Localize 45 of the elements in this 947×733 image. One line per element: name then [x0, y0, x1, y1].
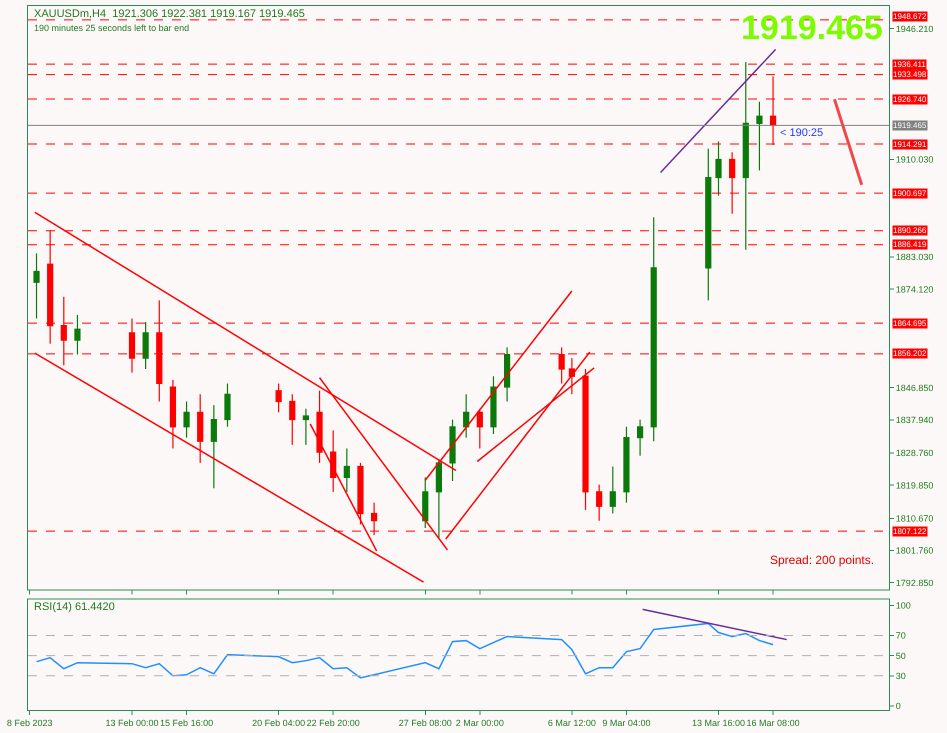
ref-line-label: 1919.465	[893, 121, 927, 130]
ref-line-label: 1900.697	[893, 189, 927, 198]
x-tick-label: 13 Feb 00:00	[105, 718, 159, 728]
y-tick-label: 30	[896, 670, 906, 681]
x-tick-label: 13 Mar 16:00	[692, 718, 746, 728]
y-tick-label: 0	[896, 701, 901, 712]
ref-line-label: 1933.498	[893, 70, 927, 79]
y-tick-label: 1828.760	[896, 448, 934, 458]
y-tick-label: 1810.670	[896, 513, 934, 524]
annotation: < 190:25	[780, 127, 824, 139]
y-tick-label: 1819.850	[896, 480, 934, 490]
y-tick-label: 100	[896, 600, 911, 611]
x-tick-label: 20 Feb 04:00	[252, 718, 306, 728]
y-tick-label: 1946.210	[896, 24, 934, 34]
text: 190 minutes 25 seconds left to bar end	[34, 23, 190, 33]
ref-line-label: 1936.411	[893, 60, 926, 69]
y-tick-label: 1837.940	[896, 414, 934, 425]
x-tick-label: 9 Mar 04:00	[602, 718, 650, 728]
y-tick-label: 1910.030	[896, 154, 934, 165]
x-tick-label: 16 Mar 08:00	[746, 718, 800, 728]
ref-line-label: 1948.672	[893, 12, 927, 21]
y-tick-label: 1874.120	[896, 284, 934, 294]
ref-line-label: 1890.266	[893, 226, 927, 235]
x-tick-label: 6 Mar 12:00	[548, 718, 596, 728]
y-tick-label: 1792.850	[896, 578, 934, 588]
x-tick-label: 22 Feb 20:00	[306, 718, 360, 728]
ref-line-label: 1864.695	[893, 319, 927, 328]
x-tick-label: 27 Feb 08:00	[398, 718, 452, 728]
chart-title: RSI(14) 61.4420	[34, 601, 115, 613]
chart-title: XAUUSDm,H4 1921.306 1922.381 1919.167 1919.465	[34, 8, 305, 20]
y-tick-label: 1846.850	[896, 382, 934, 393]
y-tick-label: 1883.030	[896, 252, 934, 262]
y-tick-label: 70	[896, 630, 906, 641]
ref-line-label: 1926.740	[893, 95, 927, 104]
y-tick-label: 50	[896, 650, 906, 661]
annotation: Spread: 200 points.	[770, 553, 874, 567]
x-tick-label: 15 Feb 16:00	[160, 718, 214, 728]
y-tick-label: 1801.760	[896, 546, 934, 556]
ref-line-label: 1807.122	[893, 527, 927, 536]
ref-line-label: 1856.202	[893, 349, 927, 358]
ref-line-label: 1886.419	[893, 240, 927, 249]
x-tick-label: 8 Feb 2023	[6, 718, 52, 728]
ref-line-label: 1914.291	[893, 140, 927, 149]
annotation: 1919.465	[741, 9, 883, 47]
x-tick-label: 2 Mar 00:00	[456, 718, 504, 728]
